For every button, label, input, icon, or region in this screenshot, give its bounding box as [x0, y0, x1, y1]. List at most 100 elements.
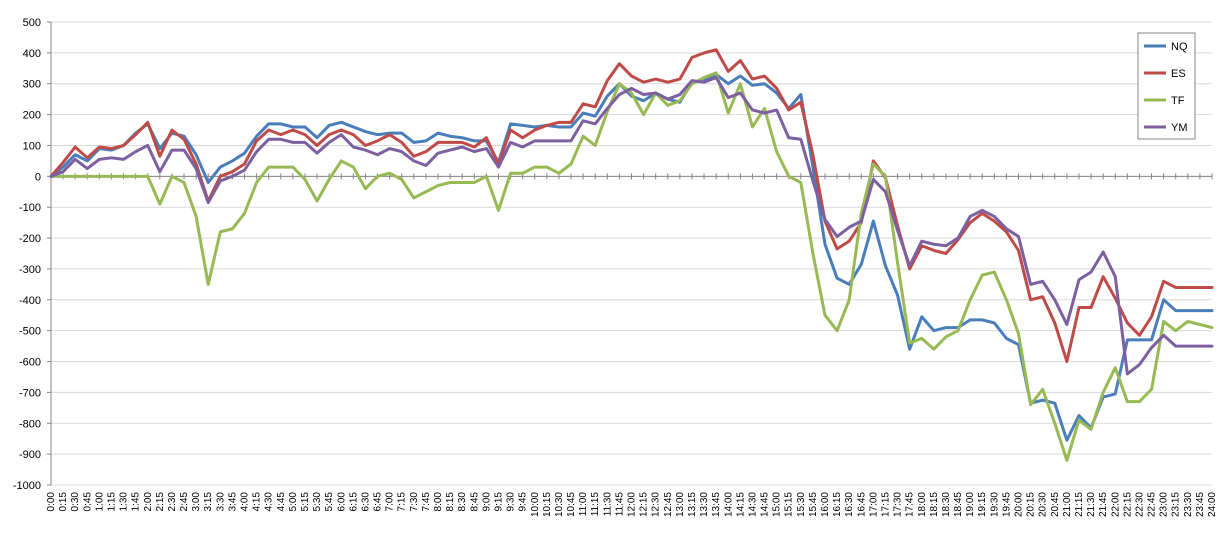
- legend-label-es: ES: [1171, 68, 1186, 80]
- x-tick-label: 12:15: [639, 492, 650, 517]
- x-tick-label: 0:15: [58, 492, 69, 512]
- x-tick-label: 18:15: [929, 492, 940, 517]
- y-tick-label: -500: [19, 326, 41, 338]
- x-tick-label: 9:15: [493, 492, 504, 512]
- x-tick-label: 15:15: [784, 492, 795, 517]
- y-tick-label: -400: [19, 295, 41, 307]
- x-tick-label: 13:45: [711, 492, 722, 517]
- x-tick-label: 6:30: [360, 492, 371, 512]
- x-tick-label: 10:30: [554, 492, 565, 517]
- legend: NQ ES TF YM: [1137, 32, 1196, 140]
- x-tick-label: 4:00: [240, 492, 251, 512]
- x-tick-label: 4:30: [264, 492, 275, 512]
- x-tick-label: 4:45: [276, 492, 287, 512]
- x-tick-label: 14:15: [735, 492, 746, 517]
- x-tick-label: 9:00: [481, 492, 492, 512]
- y-tick-label: 500: [23, 17, 41, 29]
- x-tick-label: 10:45: [566, 492, 577, 517]
- legend-label-ym: YM: [1171, 122, 1188, 134]
- y-tick-label: 0: [35, 171, 41, 183]
- x-tick-label: 0:30: [70, 492, 81, 512]
- x-tick-label: 18:00: [917, 492, 928, 517]
- x-tick-label: 15:45: [808, 492, 819, 517]
- x-tick-label: 16:45: [856, 492, 867, 517]
- x-tick-label: 16:00: [820, 492, 831, 517]
- x-tick-label: 6:15: [348, 492, 359, 512]
- x-tick-label: 2:00: [143, 492, 154, 512]
- x-tick-label: 7:45: [421, 492, 432, 512]
- y-tick-label: -300: [19, 264, 41, 276]
- x-tick-label: 0:00: [46, 492, 57, 512]
- x-tick-label: 3:00: [191, 492, 202, 512]
- x-tick-label: 3:45: [227, 492, 238, 512]
- x-tick-label: 8:00: [433, 492, 444, 512]
- x-tick-label: 8:30: [457, 492, 468, 512]
- x-tick-label: 11:00: [578, 492, 589, 517]
- x-tick-label: 17:00: [868, 492, 879, 517]
- x-tick-label: 9:45: [518, 492, 529, 512]
- x-tick-label: 21:30: [1086, 492, 1097, 517]
- x-tick-label: 15:30: [796, 492, 807, 517]
- x-tick-label: 17:15: [880, 492, 891, 517]
- x-tick-label: 23:00: [1159, 492, 1170, 517]
- legend-box: [1137, 32, 1196, 140]
- series-line-es: [49, 48, 1214, 364]
- x-tick-label: 23:15: [1171, 492, 1182, 517]
- x-tick-label: 5:00: [288, 492, 299, 512]
- series-line-tf: [49, 71, 1214, 462]
- x-tick-label: 7:00: [385, 492, 396, 512]
- x-tick-label: 12:30: [651, 492, 662, 517]
- series-group: [49, 48, 1214, 462]
- x-tick-label: 14:00: [723, 492, 734, 517]
- x-tick-label: 16:30: [844, 492, 855, 517]
- y-tick-label: -1000: [13, 480, 41, 492]
- series-line-ym: [49, 76, 1214, 376]
- x-tick-label: 18:45: [953, 492, 964, 517]
- x-tick-label: 9:30: [506, 492, 517, 512]
- y-tick-label: 200: [23, 110, 41, 122]
- x-tick-label: 20:30: [1038, 492, 1049, 517]
- y-tick-label: -600: [19, 357, 41, 369]
- x-tick-label: 8:45: [469, 492, 480, 512]
- x-tick-label: 6:00: [336, 492, 347, 512]
- x-tick-label: 19:45: [1001, 492, 1012, 517]
- x-tick-label: 21:45: [1098, 492, 1109, 517]
- x-tick-label: 5:30: [312, 492, 323, 512]
- x-tick-label: 22:00: [1110, 492, 1121, 517]
- y-axis: 500 400 300 200 100 0 -100 -200 -300 -400 -500 -600…: [13, 17, 52, 492]
- x-tick-label: 16:15: [832, 492, 843, 517]
- x-tick-label: 17:30: [893, 492, 904, 517]
- x-tick-label: 20:45: [1050, 492, 1061, 517]
- x-tick-label: 12:00: [627, 492, 638, 517]
- x-tick-label: 13:00: [675, 492, 686, 517]
- x-tick-label: 10:00: [530, 492, 541, 517]
- x-tick-label: 14:30: [747, 492, 758, 517]
- x-tick-label: 0:45: [82, 492, 93, 512]
- x-tick-label: 14:45: [760, 492, 771, 517]
- x-tick-label: 10:15: [542, 492, 553, 517]
- x-tick-label: 12:45: [663, 492, 674, 517]
- x-tick-label: 21:15: [1074, 492, 1085, 517]
- x-tick-label: 2:30: [167, 492, 178, 512]
- x-tick-label: 13:15: [687, 492, 698, 517]
- x-tick-label: 6:45: [373, 492, 384, 512]
- x-tick-label: 1:45: [131, 492, 142, 512]
- x-tick-label: 22:30: [1134, 492, 1145, 517]
- x-tick-label: 19:30: [989, 492, 1000, 517]
- x-tick-label: 17:45: [905, 492, 916, 517]
- y-tick-label: -900: [19, 449, 41, 461]
- x-tick-label: 23:45: [1195, 492, 1206, 517]
- x-tick-label: 7:15: [397, 492, 408, 512]
- x-tick-label: 3:15: [203, 492, 214, 512]
- x-tick-label: 3:30: [215, 492, 226, 512]
- y-tick-label: 300: [23, 79, 41, 91]
- x-tick-label: 5:45: [324, 492, 335, 512]
- legend-label-nq: NQ: [1171, 41, 1188, 53]
- legend-label-tf: TF: [1171, 95, 1185, 107]
- x-tick-label: 21:00: [1062, 492, 1073, 517]
- x-tick-label: 7:30: [409, 492, 420, 512]
- x-tick-label: 13:30: [699, 492, 710, 517]
- x-tick-label: 8:15: [445, 492, 456, 512]
